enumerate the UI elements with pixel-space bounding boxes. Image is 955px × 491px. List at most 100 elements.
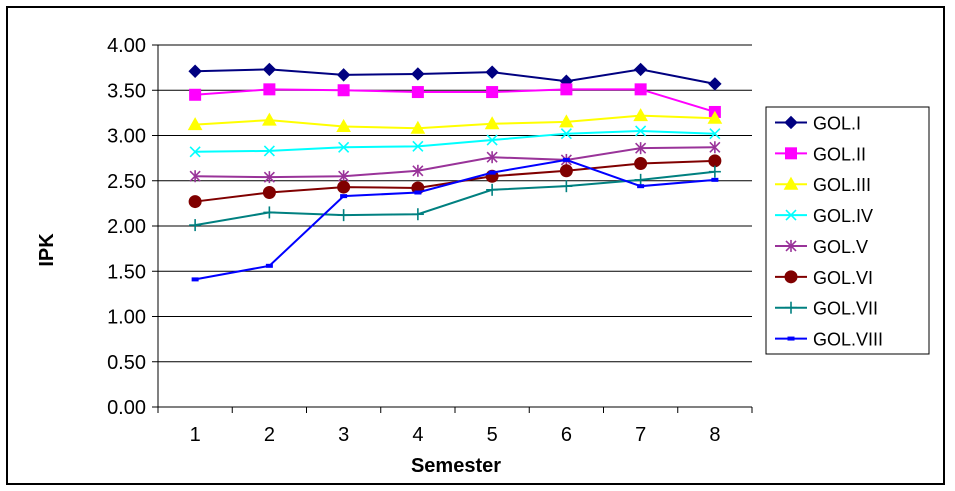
y-tick-label: 2.00	[107, 216, 146, 238]
data-point	[707, 110, 723, 124]
data-point	[262, 186, 276, 200]
data-point	[338, 141, 350, 153]
series-line-gol-iii	[195, 114, 715, 130]
x-tick-label: 7	[635, 424, 646, 446]
y-tick-label: 0.00	[107, 397, 146, 419]
series-gol-v	[189, 141, 721, 184]
data-point	[635, 125, 647, 137]
x-tick-label: 2	[264, 424, 275, 446]
x-tick-label: 4	[412, 424, 423, 446]
x-tick-labels: 1 2 3 4 5 6 7 8	[190, 424, 721, 446]
data-point	[262, 62, 277, 77]
data-point	[633, 62, 648, 77]
data-point	[486, 183, 499, 196]
x-tick-label: 6	[561, 424, 572, 446]
series-line-gol-iv	[195, 129, 715, 153]
data-point	[562, 157, 570, 162]
data-point	[486, 86, 499, 99]
data-point	[708, 154, 722, 168]
data-point	[559, 164, 573, 178]
data-point	[337, 84, 350, 97]
legend-label: GOL.II	[813, 144, 866, 164]
legend-marker	[785, 209, 797, 221]
legend-item-gol-vii: GOL.VII	[775, 299, 878, 319]
legend-item-gol-i: GOL.I	[775, 113, 861, 133]
legend-marker	[785, 239, 797, 252]
data-point	[263, 171, 275, 184]
x-axis-title: Semester	[411, 455, 501, 477]
data-point	[187, 117, 203, 131]
y-axis-title: IPK	[36, 233, 58, 267]
legend-item-gol-viii: GOL.VIII	[775, 330, 883, 350]
y-tick-label: 4.00	[107, 35, 146, 57]
series-gol-iii	[187, 108, 723, 134]
data-point	[708, 77, 722, 91]
legend-item-gol-iv: GOL.IV	[775, 206, 873, 226]
data-point	[412, 140, 424, 152]
data-point	[488, 170, 496, 175]
data-point	[635, 142, 647, 155]
legend-label: GOL.VI	[813, 268, 873, 288]
data-point	[634, 83, 647, 96]
data-point	[336, 68, 351, 82]
data-point	[338, 170, 350, 183]
y-tick-label: 1.50	[107, 261, 146, 283]
data-point	[189, 219, 202, 232]
series-line-gol-viii	[194, 158, 715, 281]
data-point	[559, 114, 574, 128]
x-tick-label: 8	[709, 424, 720, 446]
data-point	[486, 151, 498, 164]
data-point	[263, 145, 275, 157]
legend-marker	[783, 176, 799, 190]
data-point	[637, 184, 645, 189]
y-tick-label: 1.00	[107, 307, 146, 329]
series-line-gol-v	[195, 146, 715, 179]
legend-label: GOL.I	[813, 113, 861, 133]
line-chart: 0.00 0.50 1.00 1.50 2.00 2.50 3.00 3.50 4.00 1 2 3…	[36, 35, 930, 477]
x-tick-label: 1	[190, 424, 201, 446]
y-tick-label: 2.50	[107, 171, 146, 193]
legend-marker	[784, 270, 798, 284]
data-point	[410, 120, 426, 134]
series-gol-i	[188, 62, 722, 91]
legend-label: GOL.III	[813, 175, 871, 195]
data-point	[485, 65, 499, 79]
data-point	[336, 118, 351, 132]
data-point	[414, 190, 422, 195]
legend-label: GOL.VIII	[813, 330, 883, 350]
data-point	[411, 86, 424, 99]
data-point	[560, 83, 573, 96]
y-tick-label: 3.00	[107, 126, 146, 148]
data-point	[188, 195, 202, 209]
data-point	[263, 83, 276, 96]
axes	[152, 44, 753, 413]
data-point	[486, 134, 498, 146]
x-tick-label: 5	[487, 424, 498, 446]
y-tick-label: 0.50	[107, 352, 146, 374]
legend-marker	[785, 301, 797, 314]
series-gol-ii	[189, 83, 721, 118]
data-point	[411, 67, 425, 81]
x-tick-label: 3	[338, 424, 349, 446]
data-point	[189, 170, 201, 183]
legend-label: GOL.VII	[813, 299, 878, 319]
series-gol-viii	[191, 157, 719, 282]
chart-frame: 0.00 0.50 1.00 1.50 2.00 2.50 3.00 3.50 4.00 1 2 3…	[6, 6, 945, 485]
data-point	[634, 157, 648, 171]
data-point	[411, 208, 424, 221]
series-line-gol-ii	[195, 88, 716, 113]
legend-item-gol-iii: GOL.III	[775, 175, 871, 195]
legend-marker	[784, 115, 798, 130]
data-point	[634, 173, 647, 186]
legend-item-gol-vi: GOL.VI	[775, 268, 873, 288]
data-point	[262, 112, 277, 126]
data-point	[633, 108, 648, 122]
legend-marker	[787, 336, 795, 341]
legend-marker	[785, 147, 797, 160]
series-group	[187, 62, 723, 282]
data-point	[711, 177, 719, 182]
legend: GOL.I GOL.II GOL.III GOL.IV GOL.V GOL.VI GOL.V…	[765, 106, 930, 355]
data-point	[484, 116, 500, 130]
data-point	[337, 180, 351, 194]
data-point	[337, 209, 350, 222]
